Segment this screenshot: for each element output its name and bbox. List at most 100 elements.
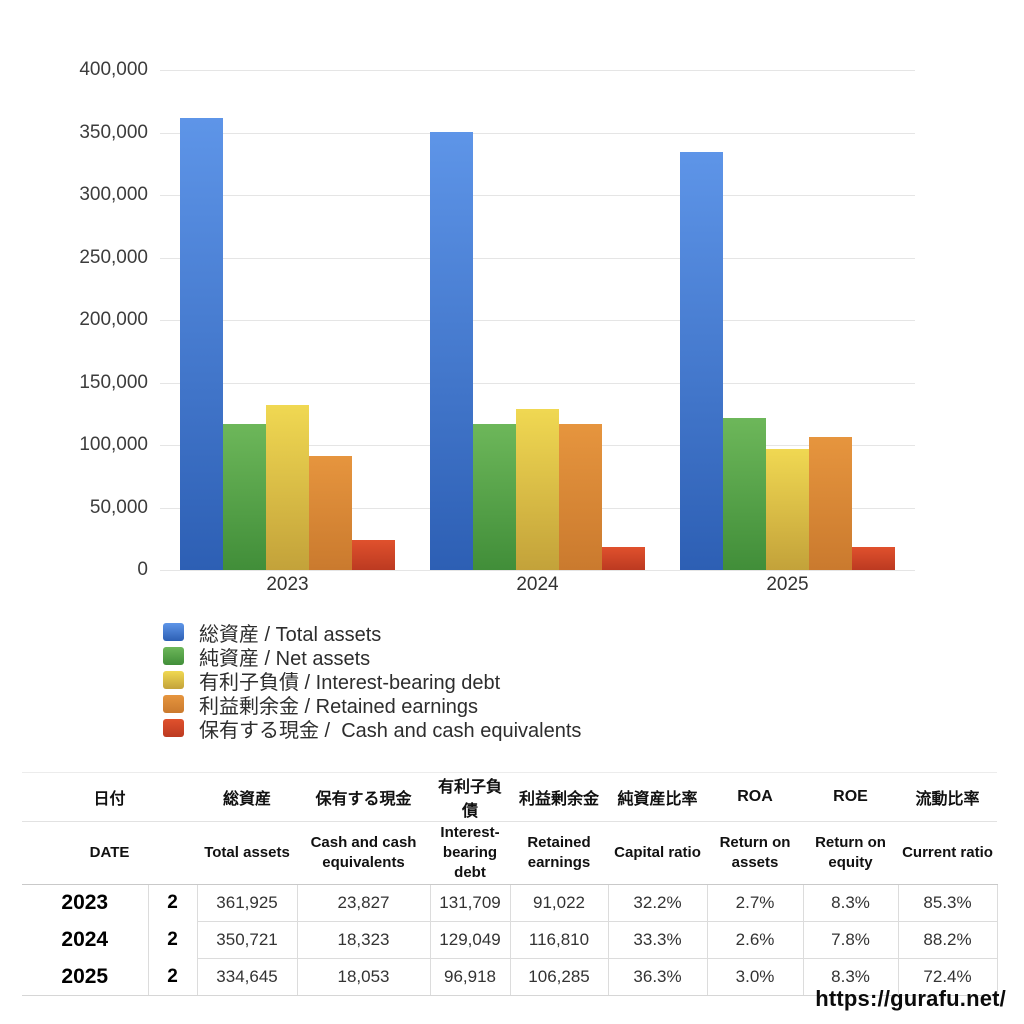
- year-cell-2024: 2024: [22, 921, 149, 959]
- value-cell-2024-0: 350,721: [196, 921, 298, 959]
- legend-item-net-assets: 純資産 / Net assets: [163, 644, 581, 670]
- bar-retained-earnings-2024: [559, 424, 602, 570]
- header-ja-6: ROA: [707, 772, 804, 822]
- value-cell-2025-1: 18,053: [296, 958, 431, 996]
- y-axis-tick-label: 400,000: [79, 59, 148, 80]
- header-en-row: DATE Total assets Cash and cash equivalent…: [22, 821, 998, 885]
- legend-item-interest-bearing-debt: 有利子負債 / Interest-bearing debt: [163, 668, 581, 694]
- gridline: [160, 195, 915, 196]
- header-ja-8: 流動比率: [898, 772, 998, 822]
- header-ja-7: ROE: [803, 772, 899, 822]
- month-cell-2024: 2: [148, 921, 198, 959]
- value-cell-2024-5: 2.6%: [706, 921, 804, 959]
- legend-label-cash: 保有する現金 / Cash and cash equivalents: [199, 719, 582, 742]
- header-ja-0: 日付: [22, 772, 198, 822]
- x-axis-label: 2023: [266, 574, 309, 595]
- value-cell-2025-2: 96,918: [429, 958, 511, 996]
- bar-retained-earnings-2023: [309, 456, 352, 570]
- bar-retained-earnings-2025: [809, 437, 852, 570]
- table-row-2024: 2024 2 350,721 18,323 129,049 116,810 33.3% 2.6…: [22, 921, 998, 959]
- site-url: https://gurafu.net/: [815, 986, 1006, 1011]
- month-cell-2023: 2: [148, 884, 198, 922]
- value-cell-2024-7: 88.2%: [897, 921, 998, 959]
- value-cell-2024-1: 18,323: [296, 921, 431, 959]
- bar-chart: 0 50,000 100,000 150,000 200,000 250,000 300,0…: [79, 59, 915, 595]
- header-ja-row: 日付 総資産 保有する現金 有利子負債 利益剰余金 純資産比率 ROA ROE 流動比率: [22, 772, 998, 822]
- legend-label-net-assets: 純資産 / Net assets: [199, 647, 371, 670]
- value-cell-2024-4: 33.3%: [607, 921, 708, 959]
- month-cell-2025: 2: [148, 958, 198, 996]
- gridline: [160, 70, 915, 71]
- legend-swatch-net-assets: [163, 647, 184, 665]
- bar-net-assets-2023: [223, 424, 266, 570]
- financial-table-wrap: 日付 総資産 保有する現金 有利子負債 利益剰余金 純資産比率 ROA ROE 流動比率 DATE…: [22, 772, 998, 996]
- legend-swatch-total-assets: [163, 623, 184, 641]
- value-cell-2023-4: 32.2%: [607, 884, 708, 922]
- legend-label-retained-earnings: 利益剰余金 / Retained earnings: [199, 695, 479, 718]
- bar-total-assets-2024: [430, 132, 473, 570]
- gridline: [160, 570, 915, 571]
- value-cell-2025-3: 106,285: [509, 958, 609, 996]
- bar-interest-bearing-debt-2025: [766, 449, 809, 570]
- header-en-5: Capital ratio: [608, 821, 708, 885]
- value-cell-2023-1: 23,827: [296, 884, 431, 922]
- chart-legend: 総資産 / Total assets 純資産 / Net assets 有利子負債 …: [163, 620, 582, 742]
- header-ja-5: 純資産比率: [608, 772, 708, 822]
- y-axis-tick-label: 200,000: [79, 309, 148, 330]
- value-cell-2025-6: 8.3%: [802, 958, 899, 996]
- gridline: [160, 132, 915, 134]
- header-en-3: Interest-bearing debt: [430, 821, 511, 885]
- y-axis-tick-label: 0: [137, 559, 148, 580]
- gridline: [160, 257, 915, 259]
- header-en-0: DATE: [22, 821, 198, 885]
- value-cell-2024-6: 7.8%: [802, 921, 899, 959]
- legend-item-cash: 保有する現金 / Cash and cash equivalents: [163, 716, 582, 742]
- bar-interest-bearing-debt-2023: [266, 405, 309, 570]
- header-en-6: Return on assets: [707, 821, 804, 885]
- value-cell-2023-6: 8.3%: [802, 884, 899, 922]
- header-ja-2: 保有する現金: [297, 772, 431, 822]
- legend-swatch-cash: [163, 719, 184, 737]
- header-en-4: Retained earnings: [510, 821, 609, 885]
- y-axis-tick-label: 100,000: [79, 434, 148, 455]
- bar-total-assets-2025: [680, 152, 723, 570]
- y-axis-tick-label: 150,000: [79, 371, 148, 393]
- bar-net-assets-2025: [723, 418, 766, 570]
- header-ja-1: 総資産: [197, 772, 298, 822]
- value-cell-2024-2: 129,049: [429, 921, 511, 959]
- value-cell-2023-0: 361,925: [196, 884, 298, 922]
- table-row-2025: 2025 2 334,645 18,053 96,918 106,285 36.3% 3.0%…: [22, 958, 998, 996]
- y-axis-tick-label: 50,000: [89, 496, 148, 518]
- year-cell-2023: 2023: [22, 884, 149, 922]
- header-ja-4: 利益剰余金: [510, 772, 609, 822]
- bar-interest-bearing-debt-2024: [516, 409, 559, 570]
- header-en-8: Current ratio: [898, 821, 998, 885]
- legend-label-interest-bearing-debt: 有利子負債 / Interest-bearing debt: [199, 671, 501, 694]
- value-cell-2023-7: 85.3%: [897, 884, 998, 922]
- year-cell-2025: 2025: [22, 958, 149, 996]
- bar-net-assets-2024: [473, 424, 516, 570]
- bar-total-assets-2023: [180, 118, 223, 570]
- value-cell-2023-3: 91,022: [509, 884, 609, 922]
- value-cell-2023-5: 2.7%: [706, 884, 804, 922]
- legend-swatch-retained-earnings: [163, 695, 184, 713]
- bar-cash-2023: [352, 540, 395, 570]
- gridline: [160, 382, 915, 384]
- legend-item-retained-earnings: 利益剰余金 / Retained earnings: [163, 692, 581, 718]
- legend-swatch-interest-bearing-debt: [163, 671, 184, 689]
- value-cell-2025-5: 3.0%: [706, 958, 804, 996]
- header-en-7: Return on equity: [803, 821, 899, 885]
- value-cell-2023-2: 131,709: [429, 884, 511, 922]
- header-ja-3: 有利子負債: [430, 772, 511, 822]
- gridline: [160, 320, 915, 321]
- bar-cash-2024: [602, 547, 645, 570]
- table-row-2023: 2023 2 361,925 23,827 131,709 91,022 32.2% 2.7%…: [22, 884, 998, 922]
- y-axis-tick-label: 300,000: [79, 184, 148, 205]
- value-cell-2025-4: 36.3%: [607, 958, 708, 996]
- financial-table: 日付 総資産 保有する現金 有利子負債 利益剰余金 純資産比率 ROA ROE 流動比率 DATE…: [22, 772, 998, 996]
- y-axis-tick-label: 250,000: [79, 246, 148, 268]
- y-axis-tick-label: 350,000: [79, 121, 148, 143]
- legend-item-total-assets: 総資産 / Total assets: [163, 620, 581, 646]
- header-en-2: Cash and cash equivalents: [297, 821, 431, 885]
- value-cell-2025-0: 334,645: [196, 958, 298, 996]
